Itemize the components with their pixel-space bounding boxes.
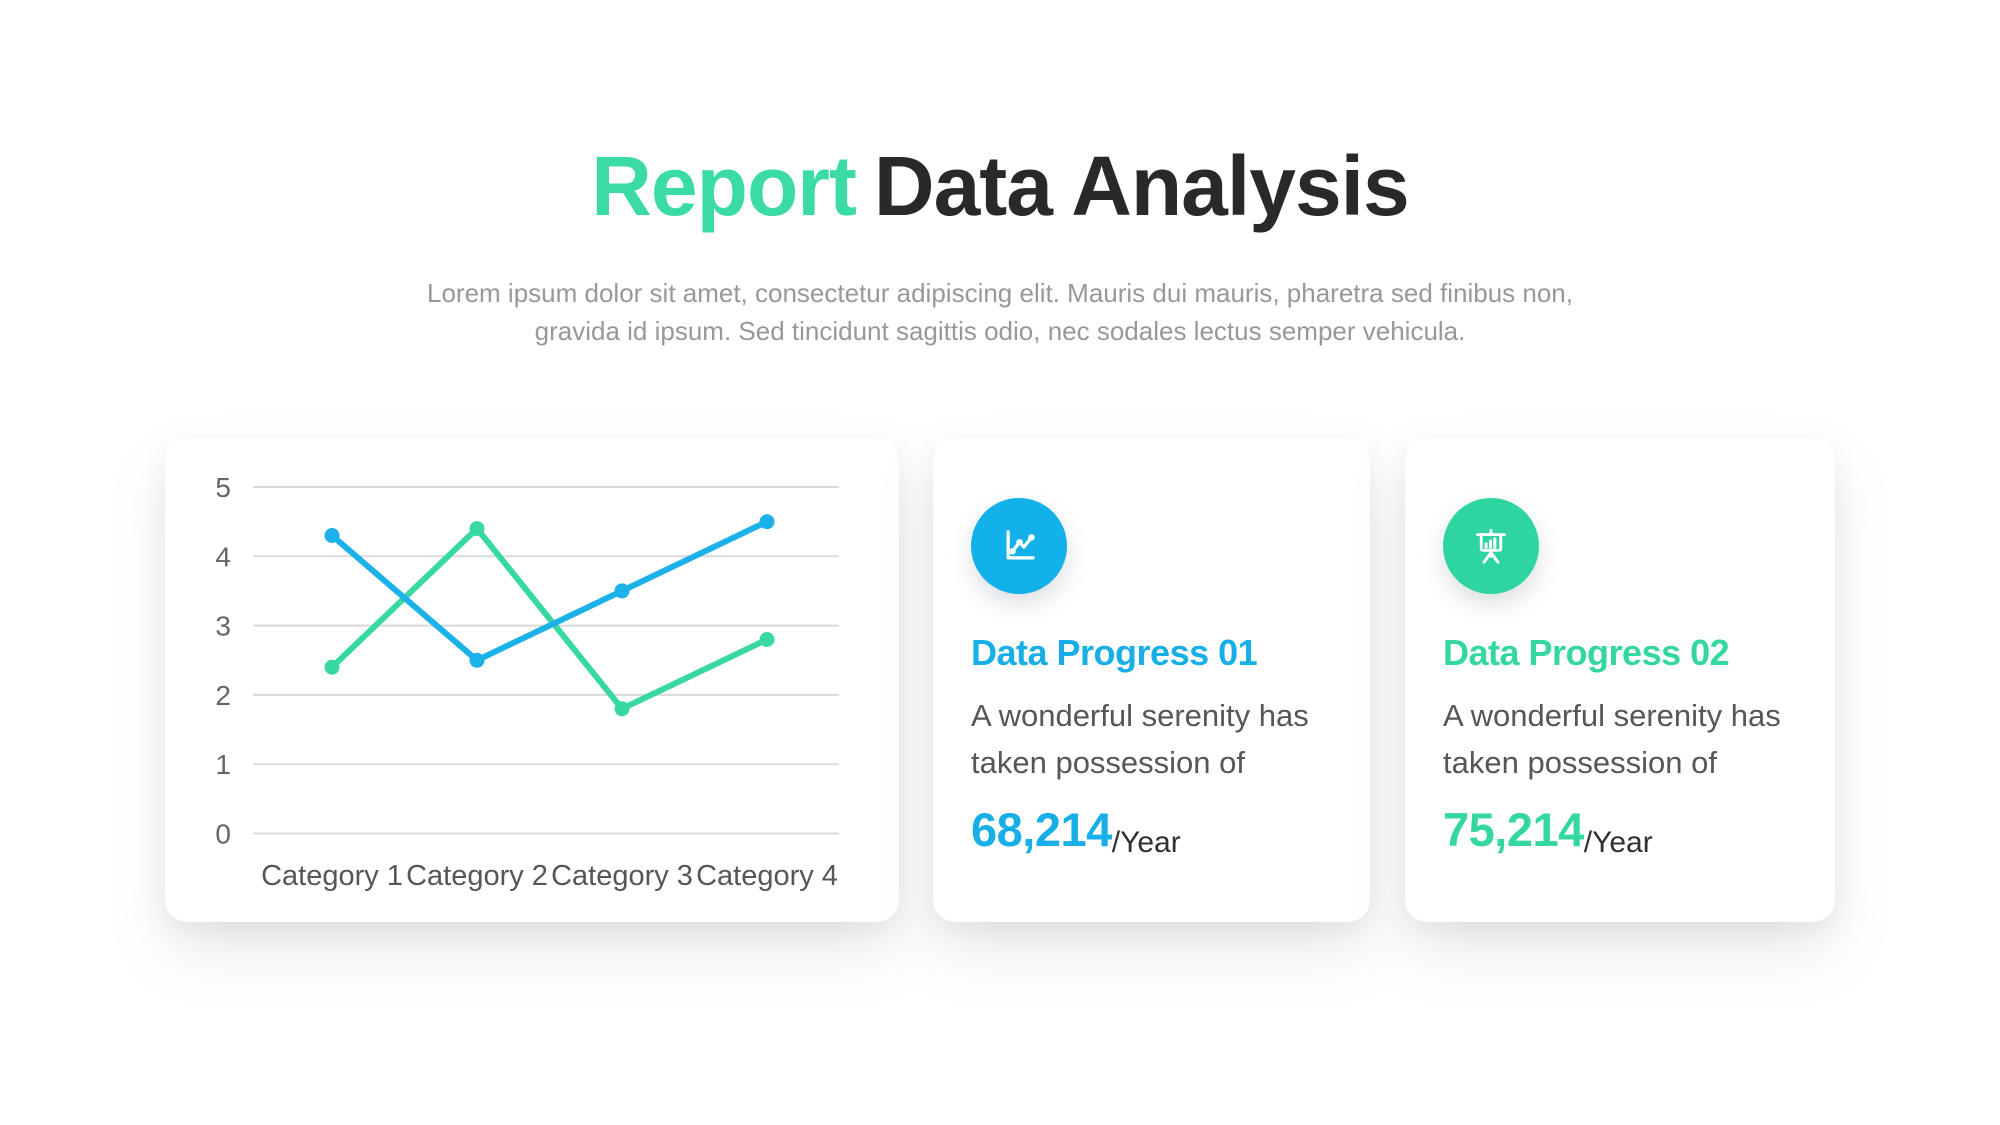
value-unit: /Year <box>1111 826 1181 859</box>
description-line1: A wonderful serenity has <box>1443 698 1781 733</box>
data-progress-02-value: 75,214 /Year <box>1443 803 1653 859</box>
svg-text:3: 3 <box>215 611 231 642</box>
svg-text:2: 2 <box>215 680 231 711</box>
page-subtitle-line1: Lorem ipsum dolor sit amet, consectetur … <box>427 278 1573 308</box>
svg-text:Category 1: Category 1 <box>261 860 403 892</box>
presentation-board-icon <box>1443 498 1539 594</box>
value-number: 75,214 <box>1443 803 1584 856</box>
value-number: 68,214 <box>971 803 1112 856</box>
svg-text:Category 3: Category 3 <box>551 860 693 892</box>
description-line1: A wonderful serenity has <box>971 698 1309 733</box>
data-progress-02-description: A wonderful serenity has taken possessio… <box>1443 692 1781 786</box>
svg-text:1: 1 <box>215 749 231 780</box>
description-line2: taken possession of <box>971 745 1246 780</box>
description-line2: taken possession of <box>1443 745 1718 780</box>
data-progress-01-title: Data Progress 01 <box>971 632 1258 673</box>
data-progress-02-card: Data Progress 02 A wonderful serenity ha… <box>1405 438 1835 922</box>
data-progress-01-card: Data Progress 01 A wonderful serenity ha… <box>933 438 1370 922</box>
page-subtitle: Lorem ipsum dolor sit amet, consectetur … <box>0 274 2000 350</box>
svg-text:Category 4: Category 4 <box>696 860 838 892</box>
line-chart-card: 0 1 2 3 4 5 Category 1 Category 2 Category 3 Cate… <box>165 438 899 922</box>
page-title: Report Data Analysis <box>0 144 2000 228</box>
line-chart-icon-glyph <box>1006 530 1035 560</box>
data-progress-02-title: Data Progress 02 <box>1443 632 1730 673</box>
data-progress-01-description: A wonderful serenity has taken possessio… <box>971 692 1309 786</box>
svg-text:Category 2: Category 2 <box>406 860 548 892</box>
line-chart-icon <box>971 498 1067 594</box>
presentation-board-icon-glyph <box>1476 528 1506 564</box>
data-progress-01-value: 68,214 /Year <box>971 803 1181 859</box>
svg-text:0: 0 <box>215 819 231 850</box>
svg-text:4: 4 <box>215 541 231 572</box>
svg-text:5: 5 <box>215 472 231 503</box>
line-chart: 0 1 2 3 4 5 Category 1 Category 2 Category 3 Cate… <box>215 472 839 892</box>
page-title-accent: Report <box>591 139 857 233</box>
value-unit: /Year <box>1583 826 1653 859</box>
page-title-rest: Data Analysis <box>873 139 1410 233</box>
page-subtitle-line2: gravida id ipsum. Sed tincidunt sagittis… <box>534 316 1466 346</box>
